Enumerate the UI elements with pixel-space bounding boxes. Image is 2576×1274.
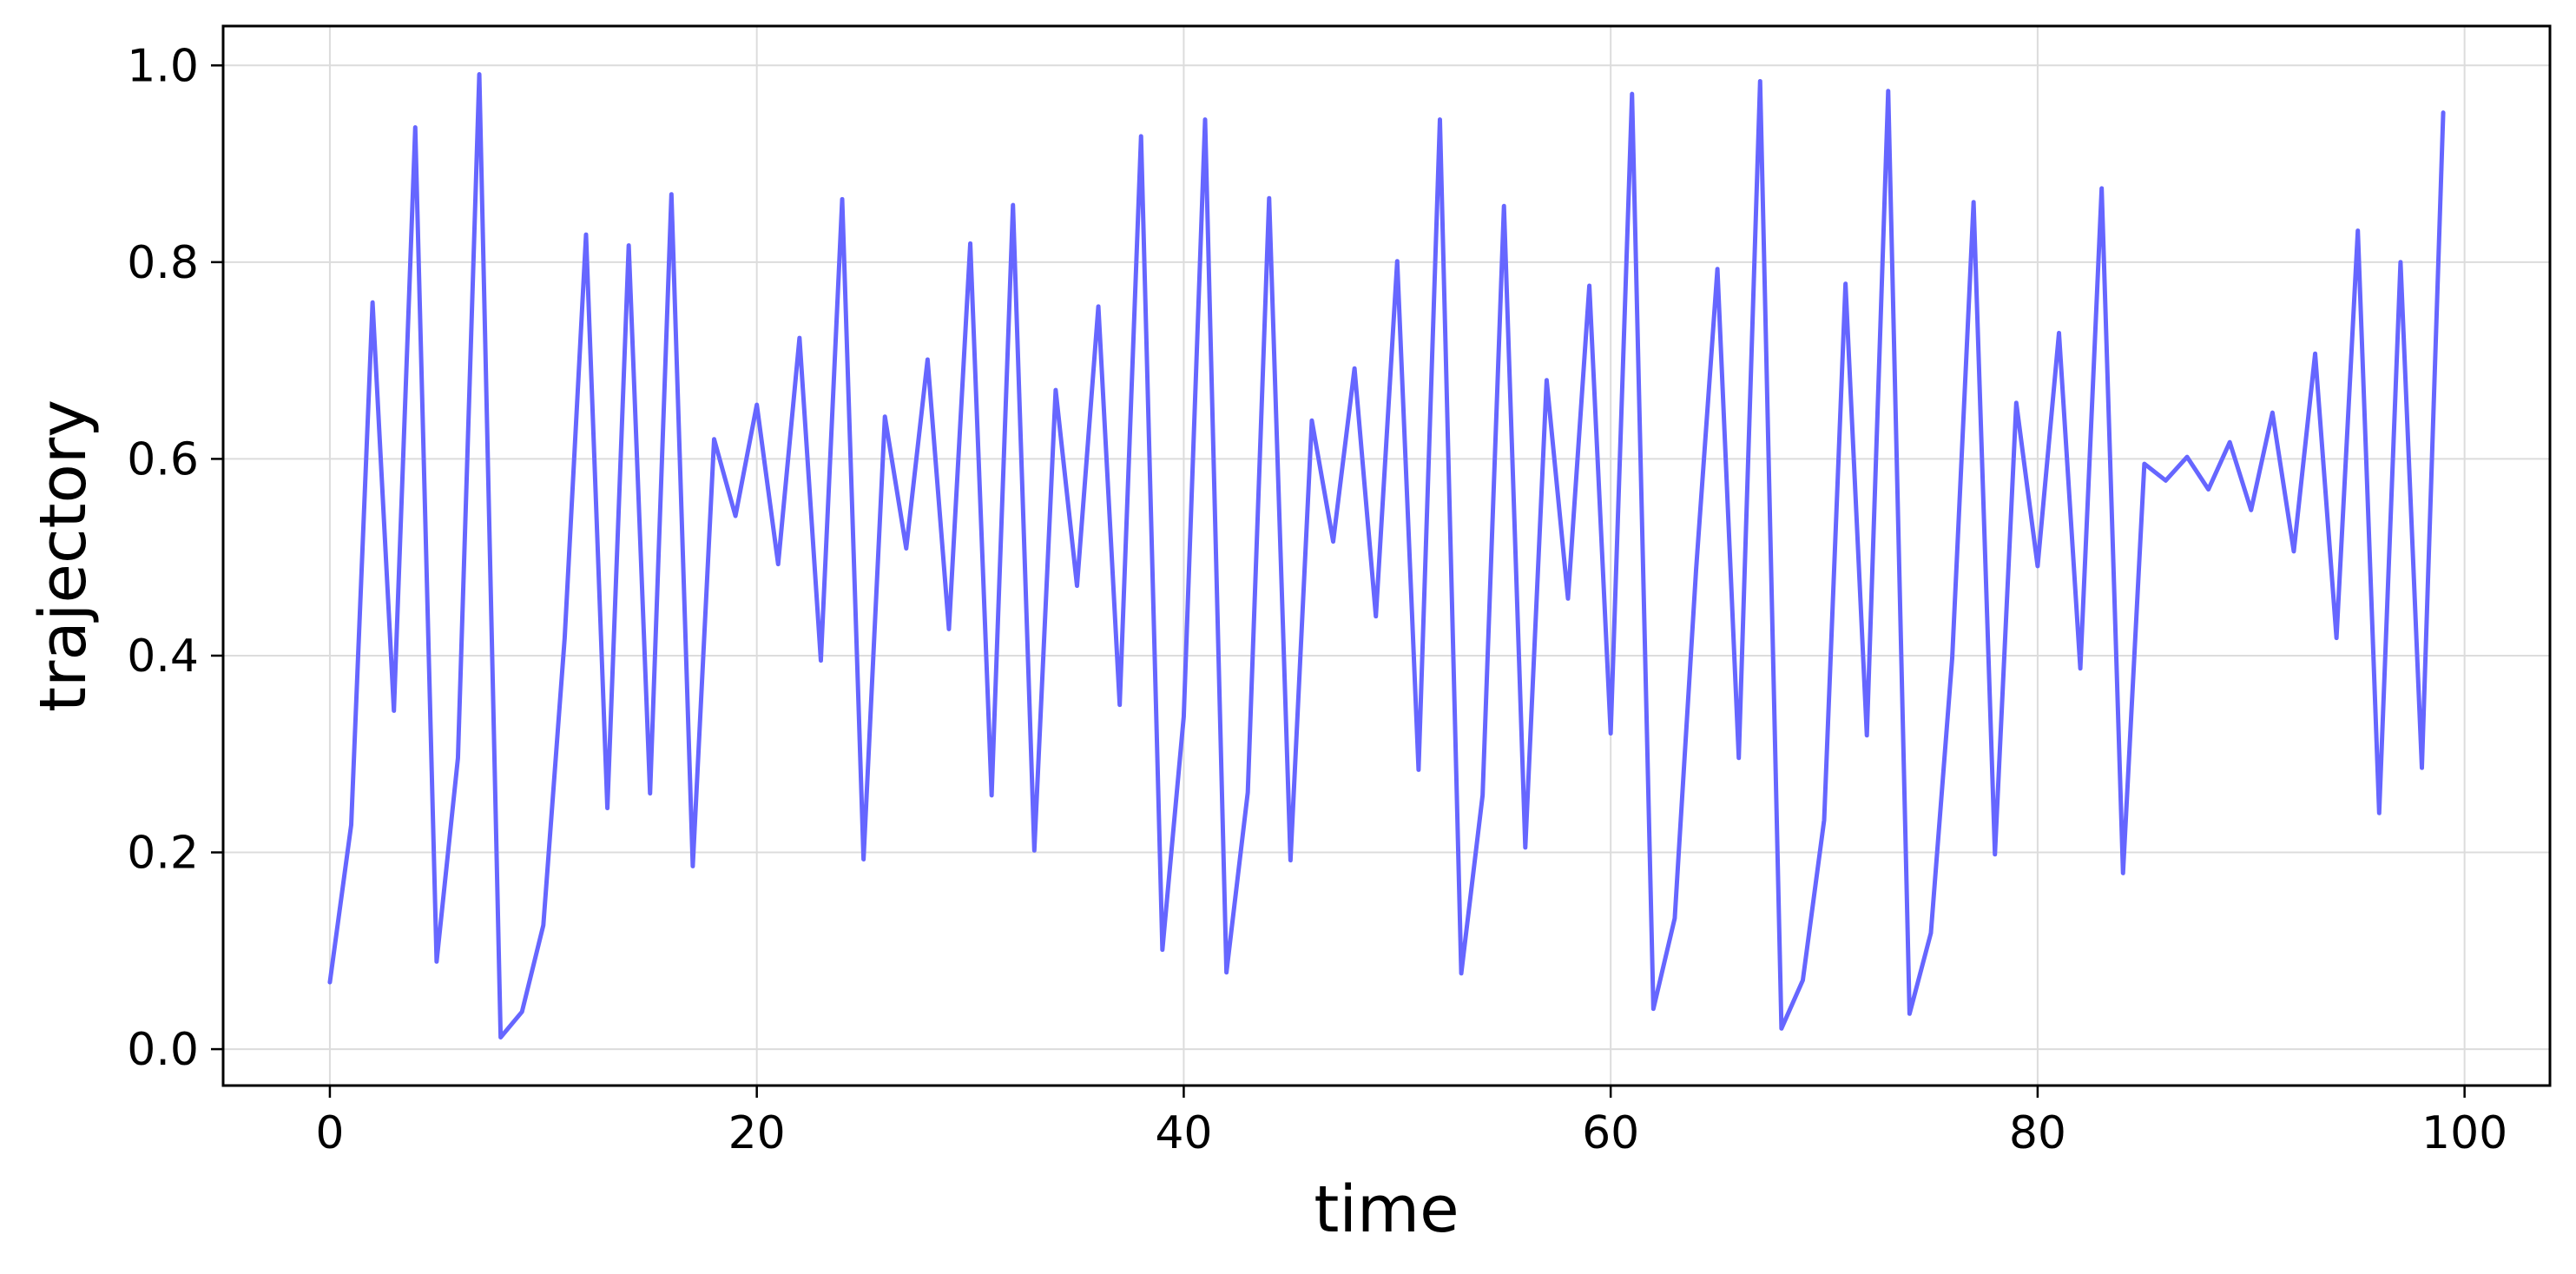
y-tick-label: 0.4 [127, 630, 199, 683]
y-tick-label: 0.8 [127, 237, 199, 289]
x-tick-label: 0 [315, 1107, 344, 1159]
x-axis-label: time [1314, 1172, 1459, 1247]
x-tick-label: 60 [1582, 1107, 1639, 1159]
grid [223, 26, 2550, 1086]
y-tick-label: 1.0 [127, 40, 199, 92]
x-tick-label: 20 [728, 1107, 786, 1159]
trajectory-line [327, 72, 2446, 1040]
y-tick-label: 0.2 [127, 828, 199, 880]
y-axis-label: trajectory [26, 399, 101, 712]
x-tick-label: 100 [2421, 1107, 2507, 1159]
y-tick-label: 0.0 [127, 1024, 199, 1076]
x-tick-label: 80 [2009, 1107, 2066, 1159]
y-tick-label: 0.6 [127, 433, 199, 485]
axis-ticks: 0 20 40 60 80 100 0.0 0.2 0.4 0.6 0.8 1.0 [127, 40, 2507, 1159]
x-tick-label: 40 [1155, 1107, 1212, 1159]
plot-frame [221, 24, 2552, 1087]
